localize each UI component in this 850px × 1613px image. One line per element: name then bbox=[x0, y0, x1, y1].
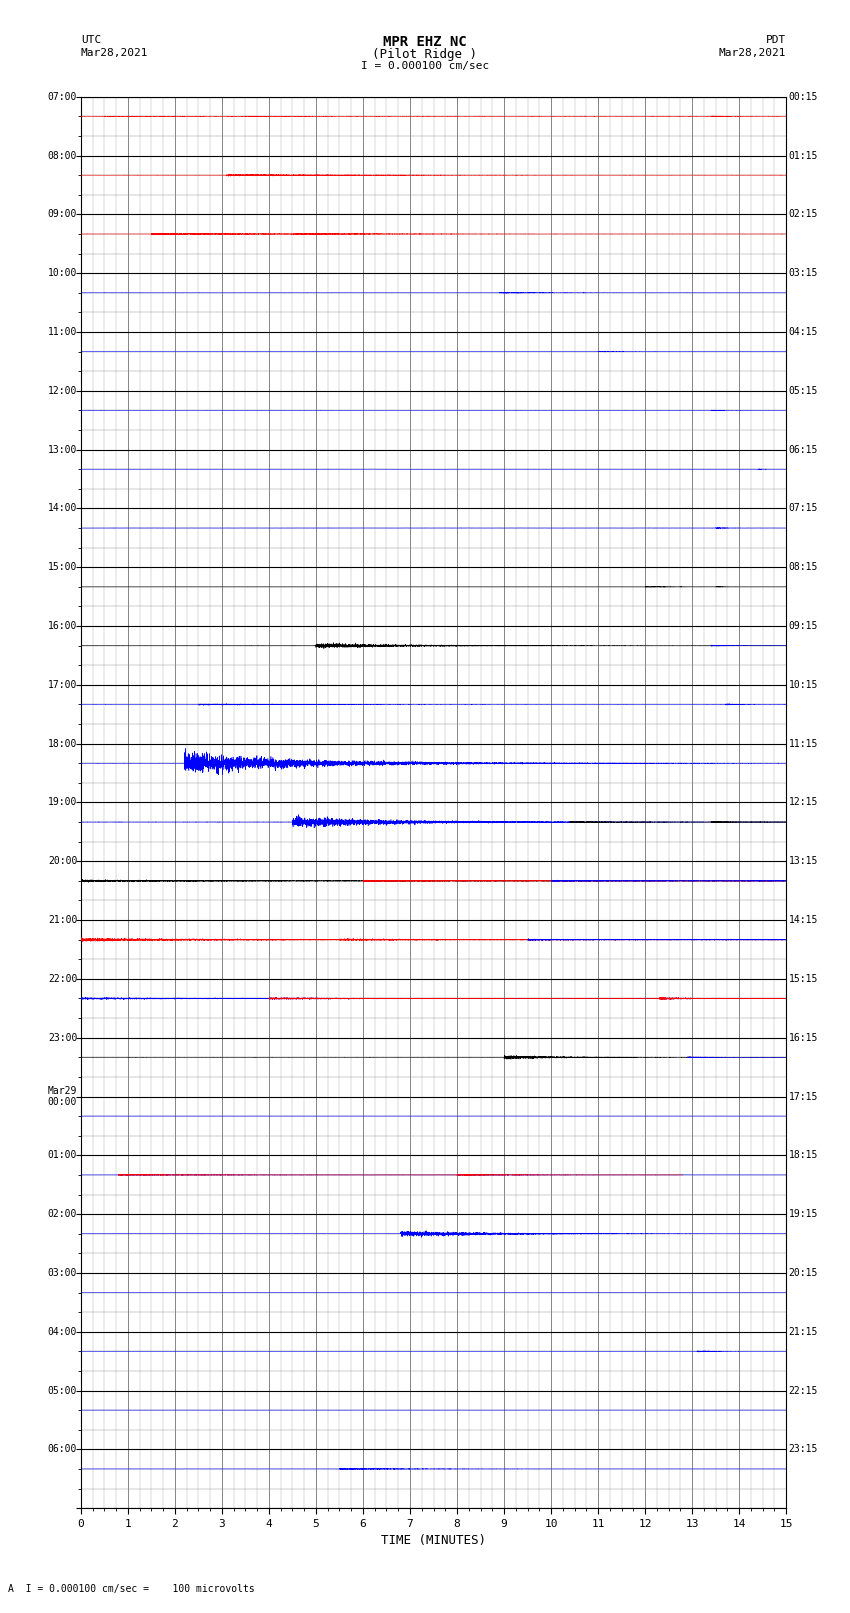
Text: 13:15: 13:15 bbox=[788, 857, 818, 866]
Text: 17:00: 17:00 bbox=[48, 679, 77, 690]
Text: 12:15: 12:15 bbox=[788, 797, 818, 808]
Text: 11:00: 11:00 bbox=[48, 327, 77, 337]
Text: 23:15: 23:15 bbox=[788, 1444, 818, 1455]
Text: 02:15: 02:15 bbox=[788, 210, 818, 219]
Text: 05:15: 05:15 bbox=[788, 386, 818, 395]
Text: 10:00: 10:00 bbox=[48, 268, 77, 277]
Text: A  I = 0.000100 cm/sec =    100 microvolts: A I = 0.000100 cm/sec = 100 microvolts bbox=[8, 1584, 255, 1594]
Text: 03:00: 03:00 bbox=[48, 1268, 77, 1277]
Text: 04:00: 04:00 bbox=[48, 1327, 77, 1337]
Text: 02:00: 02:00 bbox=[48, 1210, 77, 1219]
Text: 03:15: 03:15 bbox=[788, 268, 818, 277]
Text: 12:00: 12:00 bbox=[48, 386, 77, 395]
Text: 01:00: 01:00 bbox=[48, 1150, 77, 1160]
Text: MPR EHZ NC: MPR EHZ NC bbox=[383, 35, 467, 50]
X-axis label: TIME (MINUTES): TIME (MINUTES) bbox=[381, 1534, 486, 1547]
Text: 17:15: 17:15 bbox=[788, 1092, 818, 1102]
Text: 20:15: 20:15 bbox=[788, 1268, 818, 1277]
Text: 00:15: 00:15 bbox=[788, 92, 818, 102]
Text: (Pilot Ridge ): (Pilot Ridge ) bbox=[372, 48, 478, 61]
Text: 19:15: 19:15 bbox=[788, 1210, 818, 1219]
Text: 04:15: 04:15 bbox=[788, 327, 818, 337]
Text: 23:00: 23:00 bbox=[48, 1032, 77, 1042]
Text: 08:15: 08:15 bbox=[788, 563, 818, 573]
Text: 11:15: 11:15 bbox=[788, 739, 818, 748]
Text: 01:15: 01:15 bbox=[788, 150, 818, 161]
Text: 13:00: 13:00 bbox=[48, 445, 77, 455]
Text: 14:15: 14:15 bbox=[788, 915, 818, 926]
Text: 18:15: 18:15 bbox=[788, 1150, 818, 1160]
Text: 05:00: 05:00 bbox=[48, 1386, 77, 1395]
Text: Mar29
00:00: Mar29 00:00 bbox=[48, 1086, 77, 1107]
Text: 06:15: 06:15 bbox=[788, 445, 818, 455]
Text: 21:15: 21:15 bbox=[788, 1327, 818, 1337]
Text: 08:00: 08:00 bbox=[48, 150, 77, 161]
Text: 19:00: 19:00 bbox=[48, 797, 77, 808]
Text: 07:15: 07:15 bbox=[788, 503, 818, 513]
Text: 16:00: 16:00 bbox=[48, 621, 77, 631]
Text: 09:15: 09:15 bbox=[788, 621, 818, 631]
Text: 09:00: 09:00 bbox=[48, 210, 77, 219]
Text: Mar28,2021: Mar28,2021 bbox=[81, 48, 148, 58]
Text: 06:00: 06:00 bbox=[48, 1444, 77, 1455]
Text: 15:15: 15:15 bbox=[788, 974, 818, 984]
Text: Mar28,2021: Mar28,2021 bbox=[719, 48, 786, 58]
Text: 16:15: 16:15 bbox=[788, 1032, 818, 1042]
Text: 07:00: 07:00 bbox=[48, 92, 77, 102]
Text: 20:00: 20:00 bbox=[48, 857, 77, 866]
Text: 18:00: 18:00 bbox=[48, 739, 77, 748]
Text: 14:00: 14:00 bbox=[48, 503, 77, 513]
Text: UTC: UTC bbox=[81, 35, 101, 45]
Text: I = 0.000100 cm/sec: I = 0.000100 cm/sec bbox=[361, 61, 489, 71]
Text: 10:15: 10:15 bbox=[788, 679, 818, 690]
Text: 15:00: 15:00 bbox=[48, 563, 77, 573]
Text: 21:00: 21:00 bbox=[48, 915, 77, 926]
Text: PDT: PDT bbox=[766, 35, 786, 45]
Text: 22:00: 22:00 bbox=[48, 974, 77, 984]
Text: 22:15: 22:15 bbox=[788, 1386, 818, 1395]
